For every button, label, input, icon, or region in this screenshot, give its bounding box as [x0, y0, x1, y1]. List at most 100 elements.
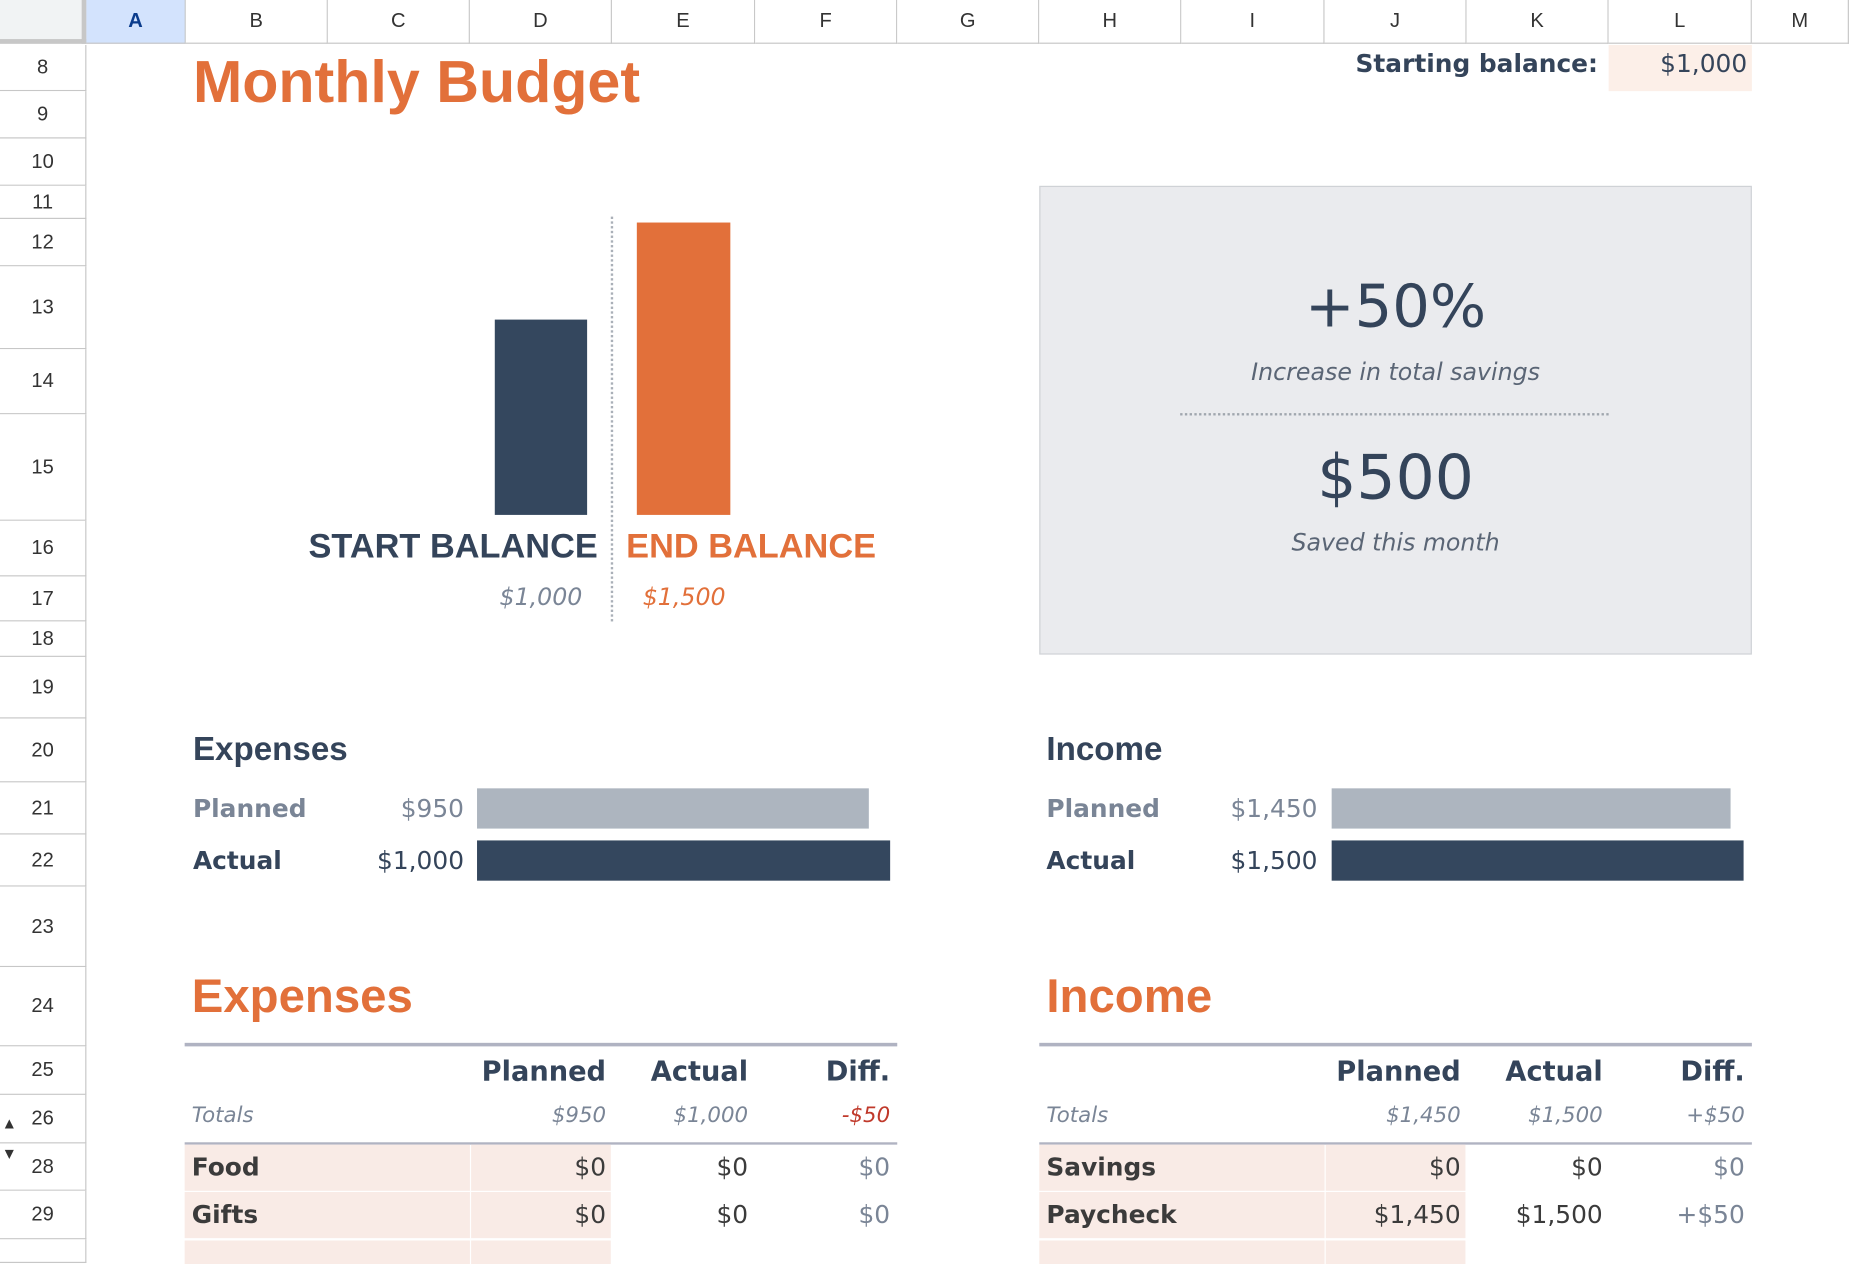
row-header-11[interactable]: 11 [0, 185, 87, 219]
income-bars-title: Income [1046, 730, 1163, 768]
row-header-30[interactable] [0, 1239, 87, 1264]
column-heading-diff: Diff. [1680, 1057, 1745, 1088]
collapse-up-icon[interactable]: ▲ [4, 1117, 14, 1131]
row-header-16[interactable]: 16 [0, 520, 87, 577]
end-balance-value: $1,500 [642, 582, 726, 611]
expenses-table-title: Expenses [191, 970, 413, 1023]
row-header-24[interactable]: 24 [0, 967, 87, 1047]
income-actual-label: Actual [1046, 846, 1136, 875]
totals-rule [184, 1142, 898, 1145]
row-header-22[interactable]: 22 [0, 834, 87, 887]
starting-balance-label: Starting balance: [1355, 49, 1598, 79]
summary-divider [1180, 413, 1609, 416]
row-name-cell[interactable] [184, 1191, 470, 1239]
row-name-cell[interactable] [184, 1144, 470, 1191]
table-row-planned[interactable]: $1,450 [1373, 1200, 1461, 1229]
column-header-D[interactable]: D [469, 0, 612, 44]
income-planned-label: Planned [1046, 794, 1160, 823]
income-planned-bar [1331, 788, 1731, 829]
row-header-26[interactable]: 26 [0, 1094, 87, 1144]
column-heading-actual: Actual [650, 1057, 749, 1088]
income-table-title: Income [1046, 970, 1213, 1023]
column-header-B[interactable]: B [185, 0, 328, 44]
row-header-18[interactable]: 18 [0, 621, 87, 657]
totals-planned: $1,450 [1386, 1103, 1461, 1129]
row-header-9[interactable]: 9 [0, 91, 87, 139]
starting-balance-value[interactable]: $1,000 [1660, 49, 1748, 79]
row-name-cell[interactable] [184, 1240, 470, 1264]
saved-amount: $500 [1317, 442, 1474, 514]
column-heading-planned: Planned [1336, 1057, 1461, 1088]
row-header-15[interactable]: 15 [0, 414, 87, 521]
row-planned-cell[interactable] [471, 1191, 611, 1239]
column-heading-actual: Actual [1505, 1057, 1603, 1088]
column-header-F[interactable]: F [755, 0, 898, 44]
row-header-17[interactable]: 17 [0, 576, 87, 622]
row-name-cell[interactable] [1039, 1240, 1325, 1264]
expenses-planned-bar [477, 788, 869, 829]
table-row-name: Paycheck [1046, 1200, 1177, 1229]
totals-planned: $950 [551, 1103, 607, 1129]
end-balance-bar [636, 222, 731, 515]
column-header-E[interactable]: E [611, 0, 756, 44]
table-row-planned[interactable]: $0 [1429, 1152, 1461, 1182]
start-balance-value: $1,000 [499, 582, 583, 611]
row-header-29[interactable]: 29 [0, 1190, 87, 1240]
column-header-M[interactable]: M [1751, 0, 1849, 44]
column-heading-planned: Planned [481, 1057, 607, 1088]
expenses-bars-title: Expenses [192, 730, 348, 768]
column-header-I[interactable]: I [1181, 0, 1325, 44]
start-balance-label: START BALANCE [308, 527, 598, 566]
row-name-cell[interactable] [1039, 1144, 1325, 1191]
row-header-19[interactable]: 19 [0, 656, 87, 719]
table-row-diff: $0 [858, 1200, 891, 1229]
row-header-23[interactable]: 23 [0, 886, 87, 968]
starting-balance-cell[interactable] [1608, 44, 1752, 92]
expenses-actual-value: $1,000 [377, 846, 465, 875]
row-planned-cell[interactable] [1325, 1191, 1466, 1239]
table-row-planned[interactable]: $0 [574, 1200, 607, 1229]
column-header-K[interactable]: K [1466, 0, 1609, 44]
totals-rule [1039, 1142, 1752, 1145]
table-row-actual: $1,500 [1515, 1200, 1603, 1229]
expenses-planned-value: $950 [400, 794, 465, 823]
row-planned-cell[interactable] [471, 1144, 611, 1191]
column-header-J[interactable]: J [1324, 0, 1467, 44]
column-heading-diff: Diff. [825, 1057, 891, 1088]
column-header-H[interactable]: H [1039, 0, 1182, 44]
table-row-name: Gifts [191, 1200, 259, 1229]
row-planned-cell[interactable] [1325, 1240, 1466, 1264]
column-header-G[interactable]: G [897, 0, 1040, 44]
table-row-planned[interactable]: $0 [574, 1152, 607, 1182]
row-planned-cell[interactable] [471, 1240, 611, 1264]
totals-actual: $1,000 [673, 1103, 749, 1129]
row-planned-cell[interactable] [1325, 1144, 1466, 1191]
row-header-13[interactable]: 13 [0, 266, 87, 350]
column-header-L[interactable]: L [1608, 0, 1752, 44]
row-name-cell[interactable] [1039, 1191, 1325, 1239]
income-planned-value: $1,450 [1230, 794, 1318, 823]
page-title: Monthly Budget [192, 48, 641, 115]
row-header-25[interactable]: 25 [0, 1046, 87, 1095]
select-all-corner[interactable] [0, 0, 87, 44]
savings-percent-caption: Increase in total savings [1251, 357, 1540, 386]
totals-label: Totals [191, 1103, 254, 1129]
column-header-A[interactable]: A [86, 0, 186, 44]
expand-down-icon[interactable]: ▼ [4, 1148, 14, 1162]
savings-summary-box [1039, 185, 1752, 655]
table-row-name: Food [191, 1152, 260, 1182]
row-header-8[interactable]: 8 [0, 44, 87, 92]
row-header-28[interactable]: 28 [0, 1143, 87, 1191]
expenses-planned-label: Planned [192, 794, 307, 823]
start-balance-bar [494, 319, 588, 515]
table-row-diff: +$50 [1676, 1200, 1745, 1229]
row-header-20[interactable]: 20 [0, 718, 87, 783]
income-actual-bar [1331, 840, 1744, 881]
table-row-actual: $0 [716, 1200, 749, 1229]
row-header-14[interactable]: 14 [0, 349, 87, 415]
row-header-21[interactable]: 21 [0, 782, 87, 835]
table-row-diff: $0 [1713, 1152, 1745, 1182]
row-header-10[interactable]: 10 [0, 138, 87, 186]
row-header-12[interactable]: 12 [0, 218, 87, 267]
column-header-C[interactable]: C [327, 0, 470, 44]
